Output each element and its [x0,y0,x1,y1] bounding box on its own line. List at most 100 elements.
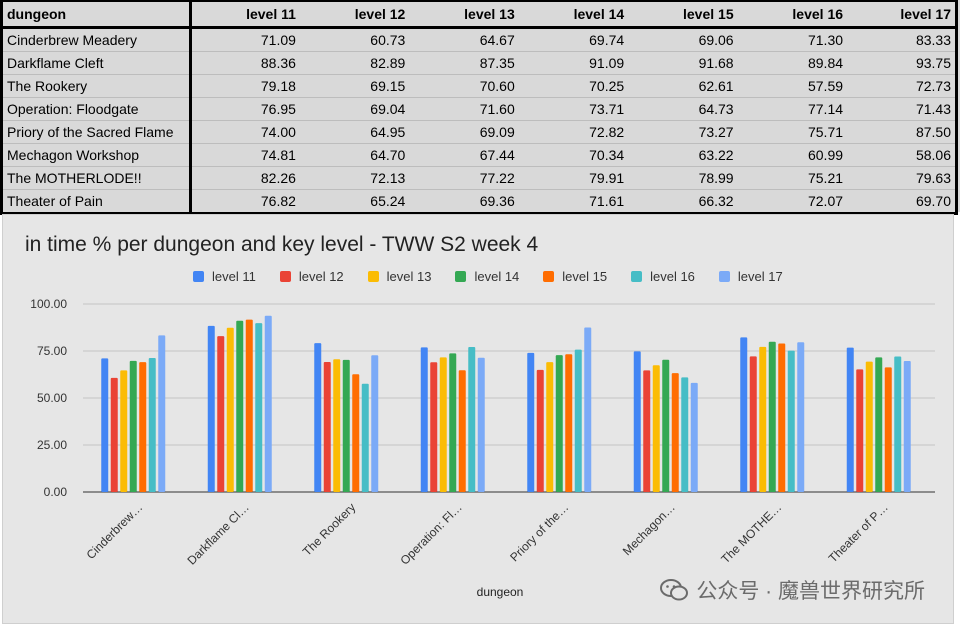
value-cell[interactable]: 69.36 [409,189,519,214]
value-cell[interactable]: 63.22 [628,143,738,167]
value-cell[interactable]: 72.82 [518,120,629,144]
column-header-level-17[interactable]: level 17 [847,1,957,29]
y-tick-label: 0.00 [44,485,68,499]
value-cell[interactable]: 72.73 [847,74,957,98]
value-cell[interactable]: 72.07 [737,189,848,214]
column-header-level-12[interactable]: level 12 [299,1,410,29]
legend-item[interactable]: level 15 [543,269,607,284]
column-header-level-15[interactable]: level 15 [628,1,738,29]
legend-label: level 12 [298,269,344,284]
column-header-level-13[interactable]: level 13 [409,1,519,29]
legend-item[interactable]: level 12 [279,269,344,284]
column-header-level-11[interactable]: level 11 [190,1,300,29]
value-cell[interactable]: 70.60 [409,74,519,98]
value-cell[interactable]: 82.89 [299,51,410,75]
dungeon-name-cell[interactable]: Priory of the Sacred Flame [1,120,192,144]
value-cell[interactable]: 76.82 [190,189,300,214]
dungeon-name-cell[interactable]: Cinderbrew Meadery [1,27,192,52]
bar [565,354,573,492]
x-tick-label: Mechagon… [620,500,678,558]
value-cell[interactable]: 69.15 [299,74,410,98]
value-cell[interactable]: 87.35 [409,51,519,75]
dungeon-name-cell[interactable]: Darkflame Cleft [1,51,192,75]
legend-swatch [367,271,379,282]
bar [875,357,883,492]
value-cell[interactable]: 73.71 [518,97,629,121]
spreadsheet: dungeon level 11 level 12 level 13 level 14 l… [0,0,960,215]
value-cell[interactable]: 75.21 [737,166,848,190]
wechat-icon [660,579,689,601]
bar [797,342,805,492]
y-tick-label: 100.00 [30,297,67,311]
value-cell[interactable]: 69.04 [299,97,410,121]
dungeon-name-cell[interactable]: The MOTHERLODE!! [1,166,192,190]
value-cell[interactable]: 62.61 [628,74,738,98]
value-cell[interactable]: 87.50 [847,120,957,144]
value-cell[interactable]: 69.06 [628,27,738,52]
dungeon-name-cell[interactable]: Mechagon Workshop [1,143,192,167]
bar [856,369,864,492]
legend-item[interactable]: level 16 [631,269,695,284]
value-cell[interactable]: 88.36 [190,51,300,75]
value-cell[interactable]: 79.91 [518,166,629,190]
value-cell[interactable]: 72.13 [299,166,410,190]
legend-item[interactable]: level 17 [718,269,783,284]
value-cell[interactable]: 73.27 [628,120,738,144]
value-cell[interactable]: 69.09 [409,120,519,144]
value-cell[interactable]: 64.73 [628,97,738,121]
dungeon-name-cell[interactable]: Operation: Floodgate [1,97,192,121]
column-header-level-16[interactable]: level 16 [737,1,848,29]
value-cell[interactable]: 65.24 [299,189,410,214]
value-cell[interactable]: 76.95 [190,97,300,121]
column-header-level-14[interactable]: level 14 [518,1,629,29]
value-cell[interactable]: 75.71 [737,120,848,144]
value-cell[interactable]: 77.14 [737,97,848,121]
dungeon-name-cell[interactable]: The Rookery [1,74,192,98]
bar [371,355,379,492]
value-cell[interactable]: 58.06 [847,143,957,167]
value-cell[interactable]: 83.33 [847,27,957,52]
column-header-dungeon[interactable]: dungeon [1,1,192,29]
value-cell[interactable]: 70.34 [518,143,629,167]
legend-item[interactable]: level 13 [367,269,431,284]
value-cell[interactable]: 78.99 [628,166,738,190]
value-cell[interactable]: 79.63 [847,166,957,190]
bar [439,357,447,492]
bar [643,370,651,492]
value-cell[interactable]: 64.70 [299,143,410,167]
value-cell[interactable]: 69.74 [518,27,629,52]
legend-item[interactable]: level 14 [455,269,519,284]
watermark: 公众号 · 魔兽世界研究所 [660,575,925,605]
value-cell[interactable]: 77.22 [409,166,519,190]
x-tick-label: Operation: Fl… [397,500,464,567]
value-cell[interactable]: 91.09 [518,51,629,75]
value-cell[interactable]: 70.25 [518,74,629,98]
bar [759,346,767,492]
value-cell[interactable]: 69.70 [847,189,957,214]
dungeon-name-cell[interactable]: Theater of Pain [1,189,192,214]
value-cell[interactable]: 89.84 [737,51,848,75]
value-cell[interactable]: 93.75 [847,51,957,75]
value-cell[interactable]: 71.61 [518,189,629,214]
value-cell[interactable]: 82.26 [190,166,300,190]
value-cell[interactable]: 57.59 [737,74,848,98]
value-cell[interactable]: 64.67 [409,27,519,52]
bar [574,349,582,492]
legend-label: level 17 [737,269,783,284]
value-cell[interactable]: 71.09 [190,27,300,52]
value-cell[interactable]: 71.60 [409,97,519,121]
legend-item[interactable]: level 11 [193,269,256,284]
value-cell[interactable]: 91.68 [628,51,738,75]
value-cell[interactable]: 79.18 [190,74,300,98]
chart-panel[interactable]: in time % per dungeon and key level - TW… [2,214,954,624]
value-cell[interactable]: 60.99 [737,143,848,167]
value-cell[interactable]: 71.43 [847,97,957,121]
value-cell[interactable]: 64.95 [299,120,410,144]
value-cell[interactable]: 74.00 [190,120,300,144]
value-cell[interactable]: 60.73 [299,27,410,52]
legend-label: level 15 [562,269,608,284]
value-cell[interactable]: 71.30 [737,27,848,52]
value-cell[interactable]: 74.81 [190,143,300,167]
value-cell[interactable]: 67.44 [409,143,519,167]
value-cell[interactable]: 66.32 [628,189,738,214]
